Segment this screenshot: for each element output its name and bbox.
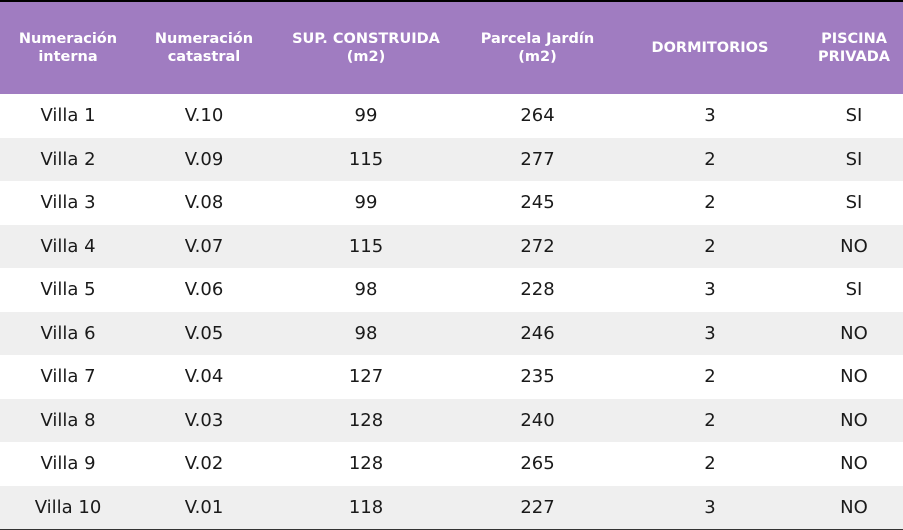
- cell-bedrooms: 2: [615, 137, 805, 181]
- table-row: Villa 6 V.05 98 246 3 NO: [0, 311, 903, 355]
- cell-bedrooms: 3: [615, 94, 805, 138]
- cell-internal: Villa 3: [0, 181, 136, 225]
- cell-bedrooms: 2: [615, 355, 805, 399]
- cell-pool: SI: [805, 268, 903, 312]
- cell-bedrooms: 2: [615, 224, 805, 268]
- cell-internal: Villa 9: [0, 442, 136, 486]
- table-row: Villa 10 V.01 118 227 3 NO: [0, 485, 903, 530]
- table-row: Villa 7 V.04 127 235 2 NO: [0, 355, 903, 399]
- cell-cadastral: V.08: [136, 181, 272, 225]
- cell-garden: 277: [460, 137, 615, 181]
- cell-pool: NO: [805, 311, 903, 355]
- cell-bedrooms: 2: [615, 442, 805, 486]
- cell-cadastral: V.04: [136, 355, 272, 399]
- cell-cadastral: V.03: [136, 398, 272, 442]
- cell-cadastral: V.06: [136, 268, 272, 312]
- header-private-pool: PISCINA PRIVADA: [805, 2, 903, 94]
- cell-cadastral: V.05: [136, 311, 272, 355]
- cell-bedrooms: 2: [615, 181, 805, 225]
- cell-cadastral: V.09: [136, 137, 272, 181]
- cell-bedrooms: 3: [615, 311, 805, 355]
- cell-garden: 235: [460, 355, 615, 399]
- cell-pool: NO: [805, 224, 903, 268]
- cell-pool: NO: [805, 355, 903, 399]
- cell-garden: 240: [460, 398, 615, 442]
- table-row: Villa 5 V.06 98 228 3 SI: [0, 268, 903, 312]
- cell-garden: 245: [460, 181, 615, 225]
- cell-pool: SI: [805, 94, 903, 138]
- cell-built: 128: [272, 398, 460, 442]
- cell-garden: 272: [460, 224, 615, 268]
- table-header: Numeración interna Numeración catastral …: [0, 2, 903, 94]
- cell-garden: 264: [460, 94, 615, 138]
- cell-built: 98: [272, 268, 460, 312]
- cell-cadastral: V.10: [136, 94, 272, 138]
- cell-bedrooms: 3: [615, 485, 805, 530]
- cell-pool: NO: [805, 442, 903, 486]
- table-row: Villa 9 V.02 128 265 2 NO: [0, 442, 903, 486]
- cell-cadastral: V.07: [136, 224, 272, 268]
- cell-bedrooms: 3: [615, 268, 805, 312]
- header-bedrooms: DORMITORIOS: [615, 2, 805, 94]
- table-row: Villa 1 V.10 99 264 3 SI: [0, 94, 903, 138]
- cell-pool: SI: [805, 137, 903, 181]
- cell-built: 99: [272, 181, 460, 225]
- cell-internal: Villa 10: [0, 485, 136, 530]
- cell-internal: Villa 7: [0, 355, 136, 399]
- header-built-area: SUP. CONSTRUIDA (m2): [272, 2, 460, 94]
- header-internal-number: Numeración interna: [0, 2, 136, 94]
- cell-cadastral: V.01: [136, 485, 272, 530]
- cell-pool: NO: [805, 398, 903, 442]
- cell-garden: 246: [460, 311, 615, 355]
- cell-cadastral: V.02: [136, 442, 272, 486]
- cell-internal: Villa 4: [0, 224, 136, 268]
- table-row: Villa 3 V.08 99 245 2 SI: [0, 181, 903, 225]
- cell-internal: Villa 2: [0, 137, 136, 181]
- table-row: Villa 4 V.07 115 272 2 NO: [0, 224, 903, 268]
- cell-pool: SI: [805, 181, 903, 225]
- table-body: Villa 1 V.10 99 264 3 SI Villa 2 V.09 11…: [0, 94, 903, 530]
- cell-internal: Villa 6: [0, 311, 136, 355]
- cell-pool: NO: [805, 485, 903, 530]
- cell-garden: 228: [460, 268, 615, 312]
- cell-built: 115: [272, 137, 460, 181]
- cell-built: 118: [272, 485, 460, 530]
- header-cadastral-number: Numeración catastral: [136, 2, 272, 94]
- cell-built: 128: [272, 442, 460, 486]
- cell-garden: 227: [460, 485, 615, 530]
- cell-built: 98: [272, 311, 460, 355]
- table-row: Villa 8 V.03 128 240 2 NO: [0, 398, 903, 442]
- cell-internal: Villa 1: [0, 94, 136, 138]
- header-row: Numeración interna Numeración catastral …: [0, 2, 903, 94]
- cell-bedrooms: 2: [615, 398, 805, 442]
- header-garden-plot: Parcela Jardín (m2): [460, 2, 615, 94]
- table-row: Villa 2 V.09 115 277 2 SI: [0, 137, 903, 181]
- cell-built: 127: [272, 355, 460, 399]
- cell-internal: Villa 8: [0, 398, 136, 442]
- cell-garden: 265: [460, 442, 615, 486]
- cell-internal: Villa 5: [0, 268, 136, 312]
- cell-built: 99: [272, 94, 460, 138]
- cell-built: 115: [272, 224, 460, 268]
